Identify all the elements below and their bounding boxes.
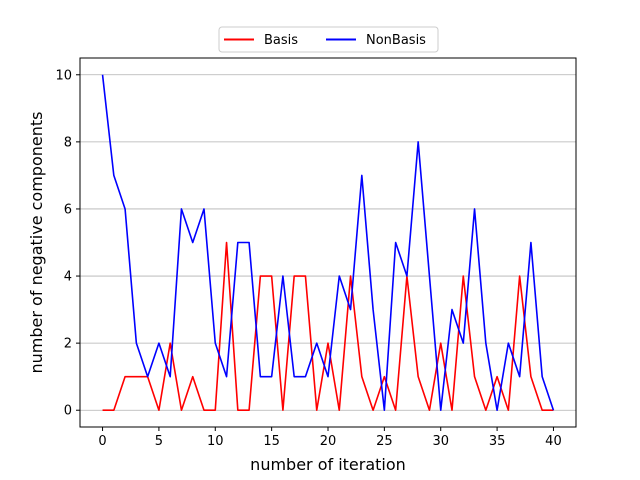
x-axis-label: number of iteration xyxy=(250,455,406,474)
legend-label-basis: Basis xyxy=(264,33,298,48)
y-tick-label-0: 0 xyxy=(64,404,72,419)
series-layer xyxy=(101,74,555,412)
x-tick-label-30: 30 xyxy=(432,434,449,449)
legend: Basis NonBasis xyxy=(218,26,439,53)
y-tick-label-8: 8 xyxy=(64,135,72,150)
x-tick-label-0: 0 xyxy=(98,434,106,449)
legend-label-nonbasis: NonBasis xyxy=(366,33,426,48)
series-line-nonbasis xyxy=(101,74,555,412)
x-tick-label-5: 5 xyxy=(155,434,163,449)
y-tick-label-4: 4 xyxy=(64,270,72,285)
y-tick-label-6: 6 xyxy=(64,202,72,217)
y-tick-label-2: 2 xyxy=(64,337,72,352)
x-tick-label-20: 20 xyxy=(320,434,337,449)
series-line-basis xyxy=(102,241,554,412)
grid-layer xyxy=(80,74,576,411)
tick-layer: 0 5 10 15 20 25 30 35 40 0 2 4 6 8 10 xyxy=(55,68,561,449)
x-tick-label-10: 10 xyxy=(207,434,224,449)
y-axis-label: number of negative components xyxy=(27,112,46,374)
x-tick-label-40: 40 xyxy=(545,434,562,449)
x-tick-label-25: 25 xyxy=(376,434,393,449)
x-tick-label-35: 35 xyxy=(489,434,506,449)
x-tick-label-15: 15 xyxy=(263,434,280,449)
y-tick-label-10: 10 xyxy=(55,68,72,83)
